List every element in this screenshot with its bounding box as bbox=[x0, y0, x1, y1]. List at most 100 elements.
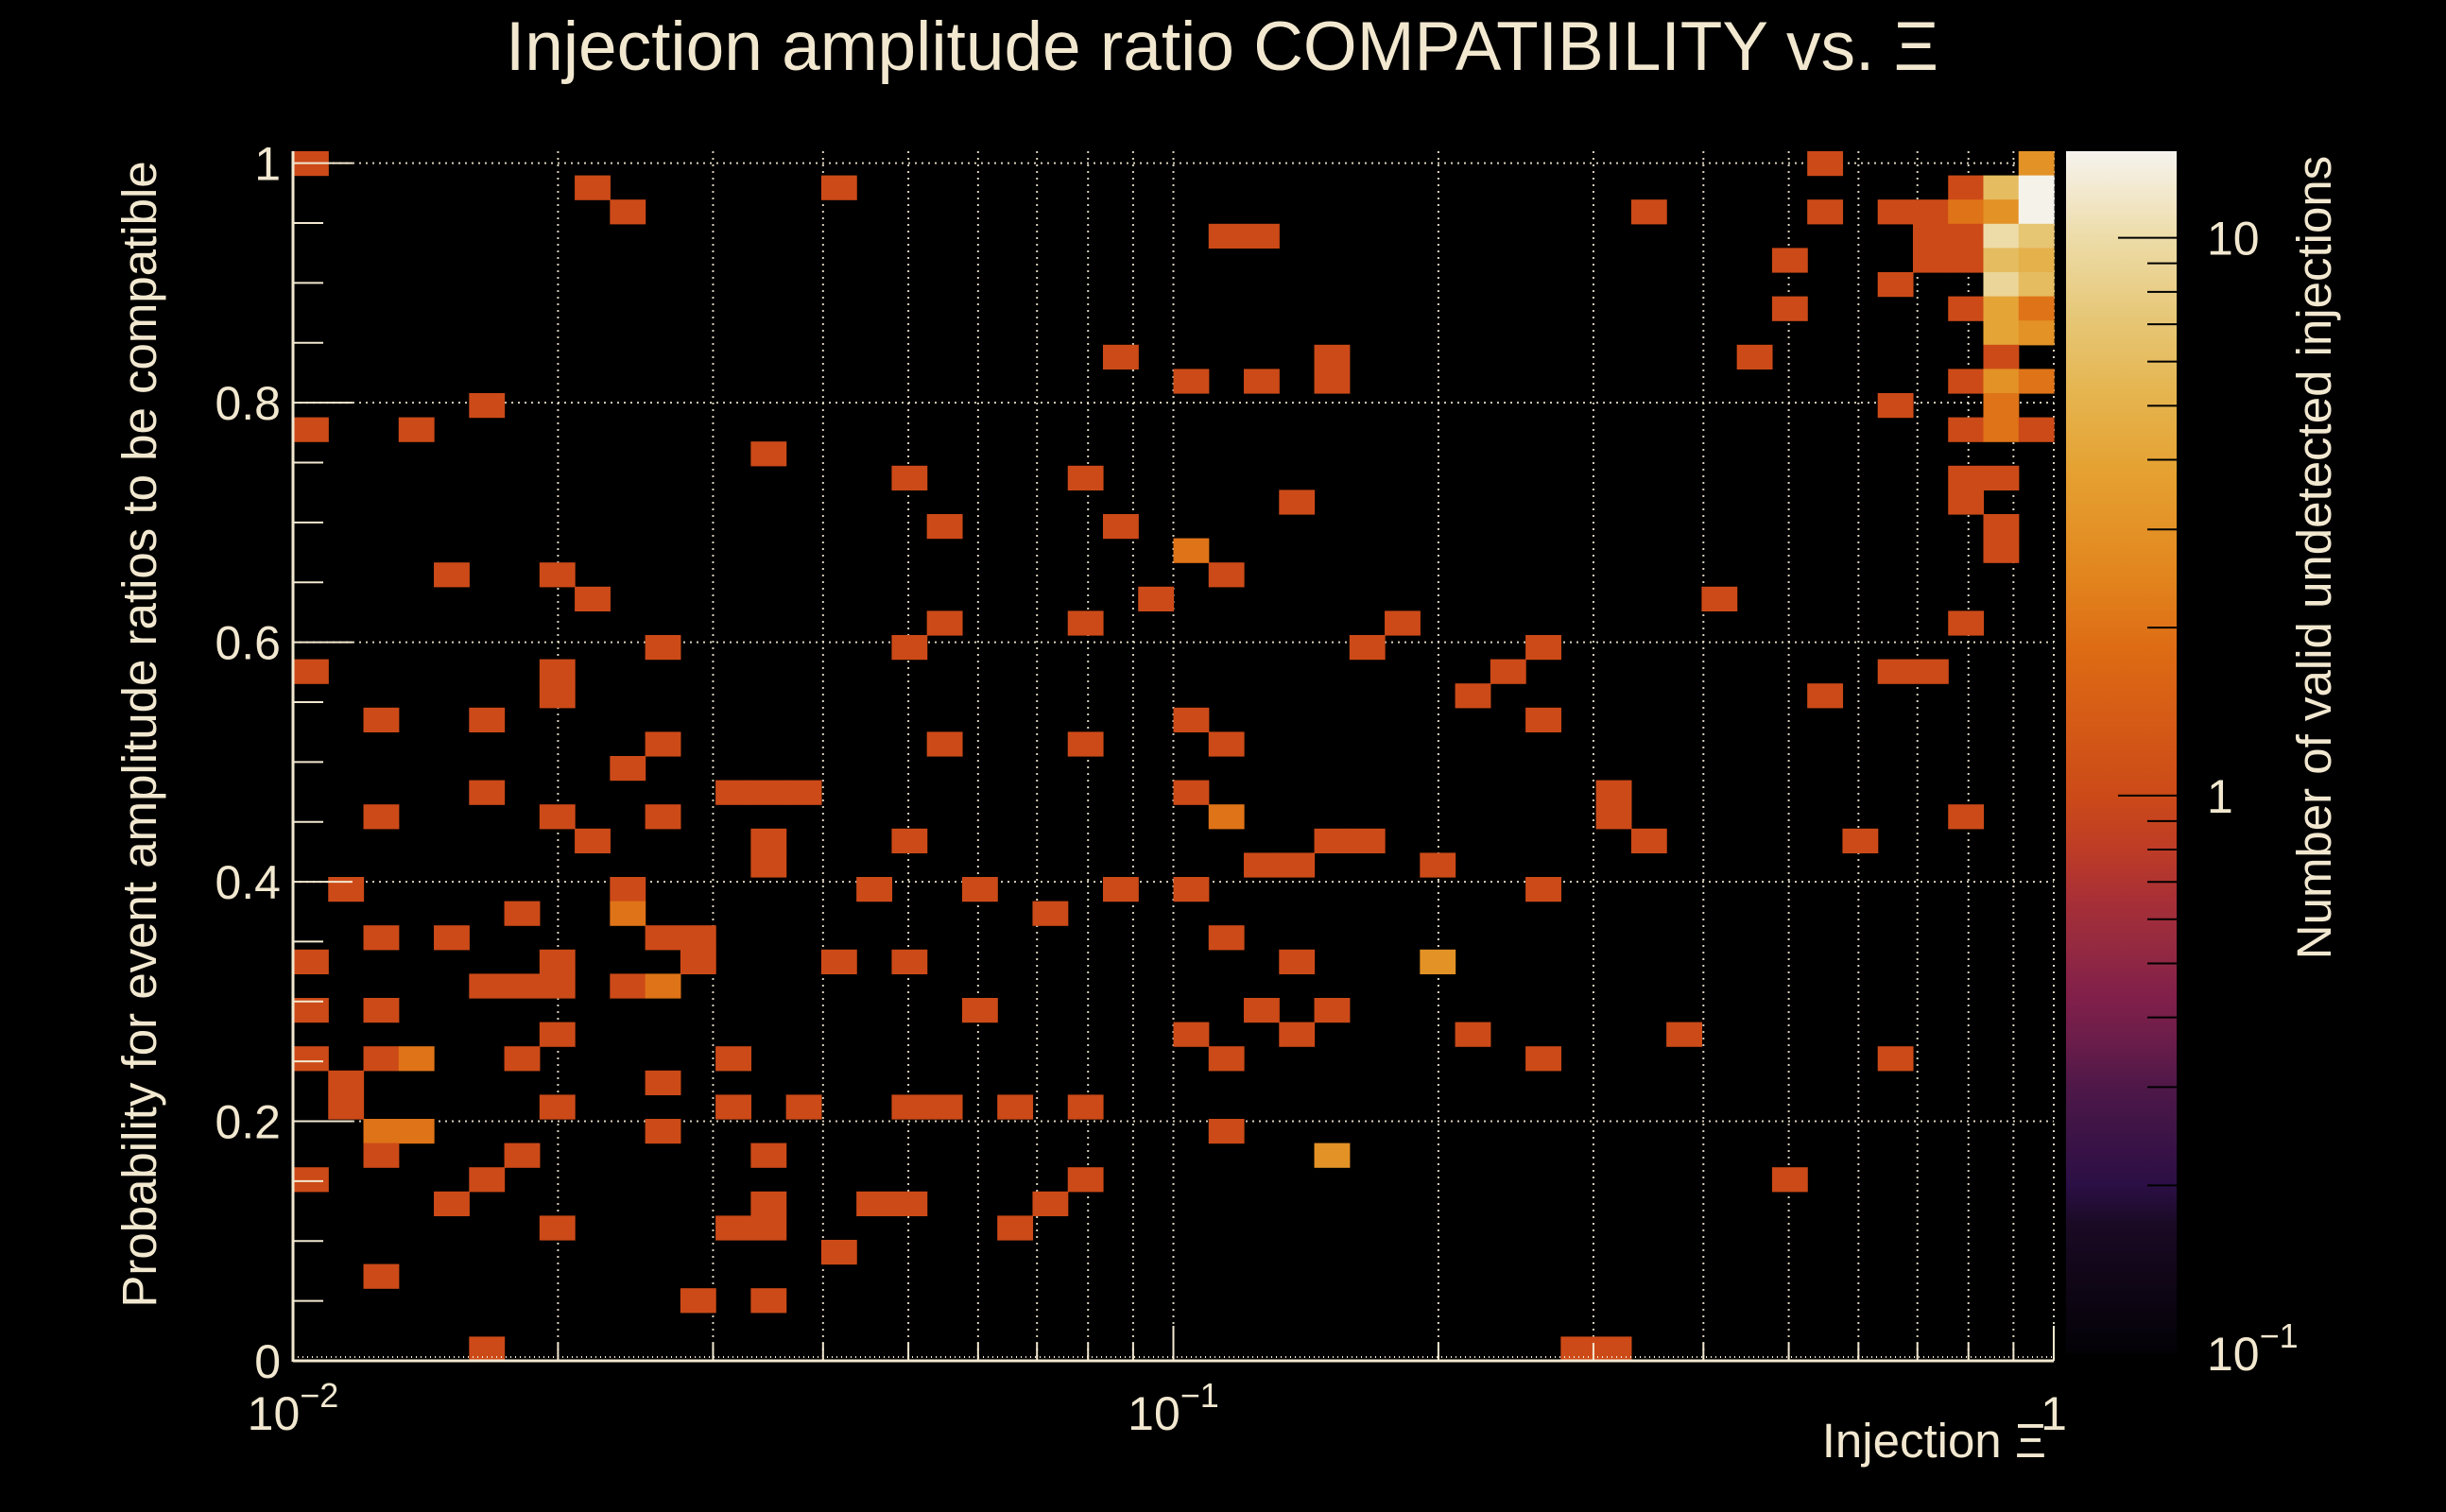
heatmap-cell bbox=[1314, 1143, 1351, 1168]
heatmap-cell bbox=[1983, 248, 2020, 273]
heatmap-cell bbox=[293, 659, 329, 684]
heatmap-cell bbox=[1525, 877, 1561, 902]
heatmap-cell bbox=[1525, 1046, 1561, 1072]
heatmap-cell bbox=[891, 1094, 928, 1120]
heatmap-cell bbox=[1983, 223, 2020, 249]
heatmap-cell bbox=[750, 1191, 787, 1216]
heatmap-cell bbox=[1208, 562, 1245, 588]
heatmap-cell bbox=[715, 1215, 751, 1241]
heatmap-cell bbox=[856, 877, 893, 902]
heatmap-cell bbox=[2018, 248, 2055, 273]
heatmap-cell bbox=[856, 1191, 893, 1216]
heatmap-cell bbox=[645, 731, 681, 757]
heatmap-cell bbox=[1244, 223, 1280, 249]
heatmap-cell bbox=[1279, 490, 1316, 515]
heatmap-cell bbox=[610, 877, 646, 902]
heatmap-cell bbox=[891, 465, 928, 490]
heatmap-cell bbox=[1807, 151, 1844, 177]
axes bbox=[291, 151, 2055, 1363]
heatmap-cell bbox=[539, 562, 576, 588]
heatmap-cell bbox=[1983, 514, 2020, 540]
heatmap-cell bbox=[1948, 490, 1985, 515]
heatmap-cell bbox=[2018, 175, 2055, 200]
heatmap-cell bbox=[820, 175, 857, 200]
heatmap-cell bbox=[575, 828, 611, 853]
heatmap-cell bbox=[1666, 1022, 1702, 1047]
heatmap-cell bbox=[1208, 925, 1245, 951]
heatmap-cell bbox=[1877, 199, 1914, 225]
heatmap-cell bbox=[1244, 998, 1280, 1023]
heatmap-cell bbox=[926, 514, 963, 540]
heatmap-cell bbox=[293, 417, 329, 442]
heatmap-cell bbox=[1630, 199, 1667, 225]
heatmap-cell bbox=[1630, 828, 1667, 853]
y-tick-label: 0 bbox=[254, 1335, 281, 1388]
heatmap-cell bbox=[1771, 296, 1808, 321]
y-tick-label: 0.4 bbox=[215, 856, 281, 909]
heatmap-cell bbox=[645, 925, 681, 951]
heatmap-cell bbox=[1173, 780, 1210, 805]
heatmap-cell bbox=[1877, 659, 1914, 684]
heatmap-cell bbox=[1983, 272, 2020, 298]
heatmap-cell bbox=[1173, 369, 1210, 394]
heatmap-cell bbox=[1067, 1167, 1104, 1193]
heatmap-cell bbox=[1983, 320, 2020, 346]
heatmap-cell bbox=[504, 973, 541, 999]
heatmap-cell bbox=[539, 1022, 576, 1047]
heatmap-cell bbox=[1736, 344, 1773, 369]
heatmap-cell bbox=[363, 707, 400, 732]
heatmap-cell bbox=[2018, 151, 2055, 177]
heatmap-cell bbox=[504, 901, 541, 926]
heatmap-cell bbox=[539, 683, 576, 709]
heatmap-cell bbox=[1771, 248, 1808, 273]
heatmap-cell bbox=[1349, 635, 1386, 661]
heatmap-cell bbox=[1455, 1022, 1491, 1047]
heatmap-cell bbox=[328, 1094, 365, 1120]
heatmap-cell bbox=[1983, 175, 2020, 200]
heatmap-cell bbox=[1948, 610, 1985, 636]
heatmap-cell bbox=[1279, 852, 1316, 878]
heatmap-cell bbox=[293, 1046, 329, 1072]
heatmap-cell bbox=[680, 1288, 716, 1314]
heatmap-cell bbox=[1912, 659, 1949, 684]
heatmap-cell bbox=[820, 949, 857, 974]
heatmap-cell bbox=[2018, 369, 2055, 394]
heatmap-cell bbox=[1983, 199, 2020, 225]
heatmap-cell bbox=[1948, 804, 1985, 830]
heatmap-cell bbox=[1067, 465, 1104, 490]
heatmap-cell bbox=[398, 417, 435, 442]
heatmap-cell bbox=[961, 877, 998, 902]
heatmap-cell bbox=[2018, 223, 2055, 249]
heatmap-cell bbox=[1208, 731, 1245, 757]
heatmap-cell bbox=[891, 949, 928, 974]
heatmap-cell bbox=[1948, 369, 1985, 394]
heatmap-cell bbox=[1244, 852, 1280, 878]
heatmap-cell bbox=[469, 707, 506, 732]
heatmap-cell bbox=[539, 949, 576, 974]
heatmap-cell bbox=[1983, 296, 2020, 321]
heatmap-cell bbox=[328, 877, 365, 902]
heatmap-cell bbox=[1102, 344, 1139, 369]
heatmap-cell bbox=[434, 562, 470, 588]
heatmap-cell bbox=[1314, 998, 1351, 1023]
heatmap-cell bbox=[820, 1240, 857, 1265]
heatmap-cell bbox=[926, 610, 963, 636]
heatmap-cell bbox=[434, 1191, 470, 1216]
heatmap-cell bbox=[1208, 804, 1245, 830]
heatmap-cell bbox=[750, 1288, 787, 1314]
heatmap-cell bbox=[645, 1070, 681, 1095]
colorbar-title: Number of valid undetected injections bbox=[2287, 156, 2341, 960]
heatmap-cell bbox=[1525, 707, 1561, 732]
heatmap-cell bbox=[539, 973, 576, 999]
heatmap-cell bbox=[1244, 369, 1280, 394]
heatmap-cell bbox=[539, 1215, 576, 1241]
y-tick-label: 1 bbox=[254, 138, 281, 191]
heatmap-cell bbox=[1807, 199, 1844, 225]
heatmap-cell bbox=[645, 1119, 681, 1144]
heatmap-cell bbox=[1032, 901, 1069, 926]
heatmap-cell bbox=[1314, 828, 1351, 853]
heatmap-cell bbox=[1208, 223, 1245, 249]
heatmap-cell bbox=[1067, 610, 1104, 636]
heatmap-cell bbox=[469, 1167, 506, 1193]
